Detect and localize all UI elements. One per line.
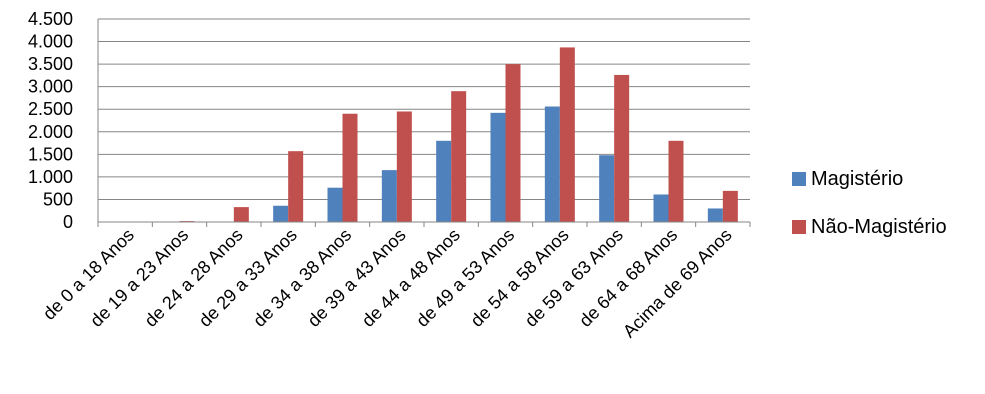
legend-swatch <box>792 172 806 186</box>
bars <box>179 47 738 222</box>
y-tick-label: 2.000 <box>28 122 73 142</box>
y-tick-label: 1.000 <box>28 167 73 187</box>
gridlines <box>98 18 750 223</box>
y-tick-label: 4.000 <box>28 32 73 52</box>
bar-nao-magisterio <box>722 190 738 222</box>
x-tick-label: de 44 a 48 Anos <box>358 225 464 331</box>
bar-magisterio <box>381 170 397 222</box>
bar-magisterio <box>436 140 452 222</box>
x-tick-label: de 29 a 33 Anos <box>195 225 301 331</box>
y-tick-label: 3.500 <box>28 54 73 74</box>
bar-nao-magisterio <box>396 111 412 222</box>
bar-nao-magisterio <box>342 113 358 222</box>
y-tick-label: 2.500 <box>28 99 73 119</box>
x-tick-label: de 19 a 23 Anos <box>86 225 192 331</box>
bar-magisterio <box>544 106 560 222</box>
y-tick-label: 4.500 <box>28 9 73 29</box>
x-tick-label: de 39 a 43 Anos <box>304 225 410 331</box>
legend: Magistério Não-Magistério <box>792 168 947 238</box>
bar-nao-magisterio <box>288 151 304 222</box>
x-tick-label: de 49 a 53 Anos <box>412 225 518 331</box>
bar-nao-magisterio <box>614 74 630 222</box>
y-tick-label: 1.500 <box>28 144 73 164</box>
bar-nao-magisterio <box>451 91 467 222</box>
axes <box>97 19 751 227</box>
bar-nao-magisterio <box>233 207 249 222</box>
x-tick-label: de 64 a 68 Anos <box>575 225 681 331</box>
x-tick-label: de 59 a 63 Anos <box>521 225 627 331</box>
x-tick-label: de 34 a 38 Anos <box>249 225 355 331</box>
legend-label: Não-Magistério <box>811 216 947 238</box>
bar-magisterio <box>599 155 615 222</box>
bar-magisterio <box>490 112 506 222</box>
bar-magisterio <box>653 194 669 222</box>
bar-nao-magisterio <box>559 47 575 222</box>
bar-magisterio <box>273 205 289 222</box>
y-tick-label: 0 <box>63 212 73 232</box>
x-tick-label: de 54 a 58 Anos <box>467 225 573 331</box>
x-tick-label: de 24 a 28 Anos <box>141 225 247 331</box>
bar-magisterio <box>707 208 723 222</box>
bar-nao-magisterio <box>505 64 521 222</box>
bar-nao-magisterio <box>668 140 684 222</box>
y-tick-label: 3.000 <box>28 77 73 97</box>
bar-magisterio <box>327 187 343 222</box>
x-tick-label: de 0 a 18 Anos <box>39 225 138 324</box>
legend-label: Magistério <box>811 168 903 190</box>
y-tick-label: 500 <box>43 189 73 209</box>
legend-swatch <box>792 220 806 234</box>
